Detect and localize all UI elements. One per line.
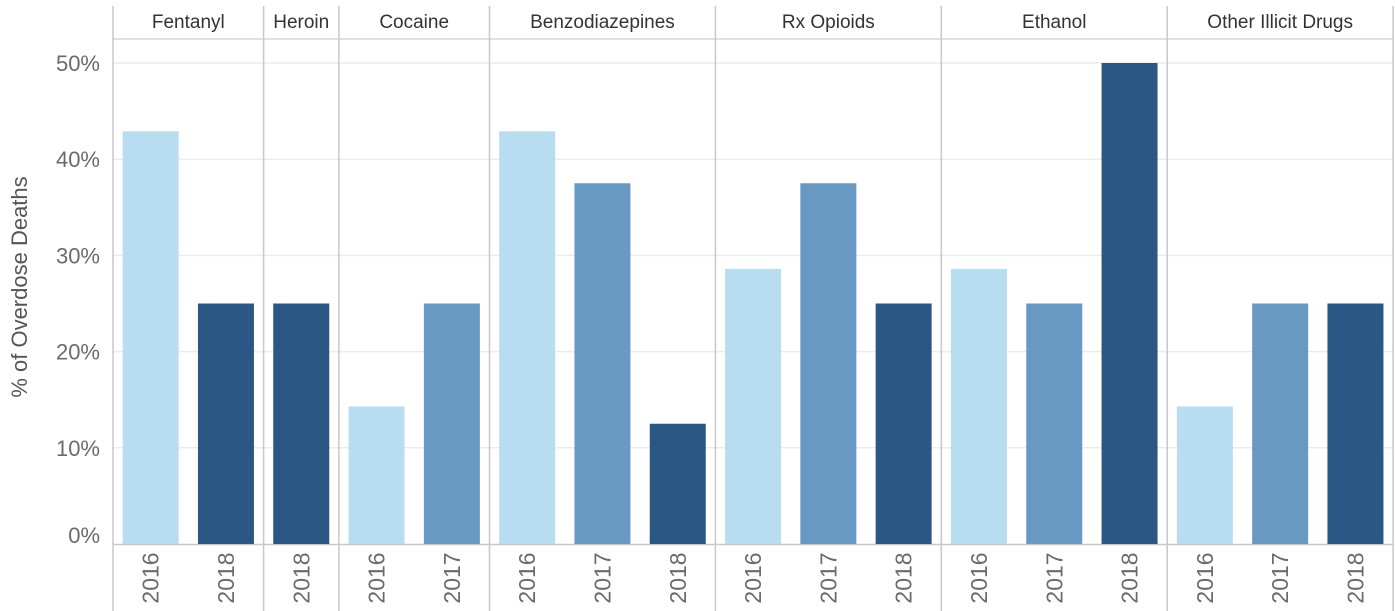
panel-title: Ethanol xyxy=(1022,12,1086,33)
x-tick-label: 2017 xyxy=(815,552,841,603)
y-tick-label: 10% xyxy=(56,436,100,461)
panel-title: Heroin xyxy=(273,12,329,33)
panel: Heroin 2018 xyxy=(273,12,330,604)
y-axis: 0% 10% 20% 30% 40% 50% xyxy=(56,51,100,548)
panel: Fentanyl 2016 2018 xyxy=(122,12,254,604)
x-tick-label: 2018 xyxy=(213,552,239,603)
x-tick-label: 2016 xyxy=(966,552,992,603)
x-tick-label: 2018 xyxy=(288,552,314,603)
bar xyxy=(197,303,254,544)
y-tick-label: 0% xyxy=(68,523,100,548)
bar xyxy=(348,406,405,544)
bar xyxy=(574,183,631,544)
bar xyxy=(273,303,330,544)
y-axis-label: % of Overdose Deaths xyxy=(7,176,32,397)
bar xyxy=(950,268,1007,544)
x-tick-label: 2018 xyxy=(1117,552,1143,603)
bar xyxy=(1252,303,1309,544)
y-tick-label: 50% xyxy=(56,51,100,76)
bar xyxy=(649,423,706,544)
bar xyxy=(1026,303,1083,544)
bar xyxy=(423,303,480,544)
x-tick-label: 2018 xyxy=(665,552,691,603)
bar xyxy=(875,303,932,544)
panel-title: Fentanyl xyxy=(152,12,225,33)
bar xyxy=(800,183,857,544)
x-tick-label: 2017 xyxy=(589,552,615,603)
bar xyxy=(499,131,556,544)
bar xyxy=(1101,63,1158,544)
panel-title: Benzodiazepines xyxy=(530,12,675,33)
panel-title: Cocaine xyxy=(379,12,449,33)
bar xyxy=(1176,406,1233,544)
bar xyxy=(725,268,782,544)
gridlines xyxy=(112,6,1394,611)
x-tick-label: 2016 xyxy=(514,552,540,603)
bar xyxy=(122,131,179,544)
x-tick-label: 2016 xyxy=(138,552,164,603)
x-tick-label: 2016 xyxy=(364,552,390,603)
x-tick-label: 2016 xyxy=(1192,552,1218,603)
x-tick-label: 2018 xyxy=(891,552,917,603)
panel-title: Rx Opioids xyxy=(782,12,875,33)
x-tick-label: 2017 xyxy=(1267,552,1293,603)
bar xyxy=(1327,303,1384,544)
panel: Rx Opioids 2016 2017 2018 xyxy=(725,12,932,604)
panel: Benzodiazepines 2016 2017 2018 xyxy=(499,12,706,604)
panel-title: Other Illicit Drugs xyxy=(1207,12,1353,33)
y-tick-label: 20% xyxy=(56,340,100,365)
panel: Other Illicit Drugs 2016 2017 2018 xyxy=(1176,12,1384,604)
panel: Ethanol 2016 2017 2018 xyxy=(950,12,1158,604)
panel: Cocaine 2016 2017 xyxy=(348,12,480,604)
x-tick-label: 2017 xyxy=(1041,552,1067,603)
panels: Fentanyl 2016 2018 Heroin 2018 Cocaine 2016 201… xyxy=(122,12,1384,604)
y-tick-label: 30% xyxy=(56,243,100,268)
x-tick-label: 2018 xyxy=(1342,552,1368,603)
x-tick-label: 2016 xyxy=(740,552,766,603)
y-tick-label: 40% xyxy=(56,147,100,172)
x-tick-label: 2017 xyxy=(439,552,465,603)
